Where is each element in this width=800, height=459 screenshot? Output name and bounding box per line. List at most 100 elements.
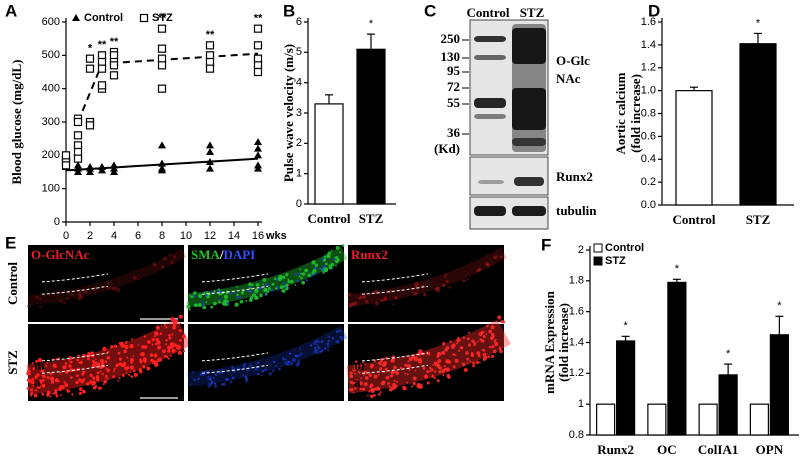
cell-signal bbox=[494, 341, 499, 346]
cell-signal bbox=[63, 381, 66, 384]
cell-signal bbox=[79, 360, 83, 365]
cell-signal bbox=[406, 381, 409, 384]
cell-signal bbox=[437, 358, 442, 363]
cell-signal bbox=[206, 290, 208, 293]
cell-signal bbox=[313, 350, 316, 354]
cell-signal bbox=[357, 371, 361, 374]
cell-signal bbox=[393, 379, 396, 382]
cell-signal bbox=[106, 356, 110, 360]
cell-signal bbox=[480, 339, 485, 343]
cell-signal bbox=[384, 299, 387, 302]
x-tick-label: 12 bbox=[204, 230, 216, 242]
cell-signal bbox=[469, 360, 472, 363]
cell-signal bbox=[378, 373, 380, 376]
dapi-signal bbox=[287, 360, 291, 364]
cell-signal bbox=[392, 303, 395, 305]
cell-signal bbox=[105, 367, 108, 370]
cell-signal bbox=[147, 340, 151, 344]
dapi-signal bbox=[297, 360, 300, 364]
cell-signal bbox=[422, 366, 426, 370]
point bbox=[157, 54, 167, 63]
cell-signal bbox=[91, 380, 96, 386]
cell-signal bbox=[182, 349, 186, 353]
cell-signal bbox=[106, 282, 110, 285]
cell-signal bbox=[254, 288, 257, 291]
panel-letter: D bbox=[648, 1, 660, 20]
cell-signal bbox=[358, 296, 361, 300]
cell-signal bbox=[132, 275, 137, 280]
cell-signal bbox=[452, 353, 455, 356]
cell-signal bbox=[96, 371, 100, 375]
cell-signal bbox=[54, 388, 58, 392]
cell-signal bbox=[213, 290, 216, 293]
significance: ** bbox=[110, 36, 119, 48]
cell-signal bbox=[434, 287, 439, 292]
cell-signal bbox=[364, 299, 369, 304]
cell-signal bbox=[406, 373, 409, 376]
cell-signal bbox=[169, 342, 174, 347]
cell-signal bbox=[125, 371, 128, 374]
dapi-signal bbox=[257, 372, 260, 376]
cell-signal bbox=[466, 362, 469, 364]
cell-signal bbox=[176, 344, 181, 349]
cell-signal bbox=[76, 358, 80, 362]
cell-signal bbox=[170, 260, 174, 264]
cell-signal bbox=[353, 387, 357, 390]
cell-signal bbox=[126, 356, 129, 359]
dapi-signal bbox=[282, 282, 285, 285]
cell-signal bbox=[461, 362, 466, 367]
cell-signal bbox=[58, 357, 61, 360]
y-tick-label: 1.6 bbox=[641, 16, 656, 28]
cell-signal bbox=[236, 293, 239, 297]
cell-signal bbox=[388, 289, 393, 294]
dapi-signal bbox=[314, 340, 318, 343]
cell-signal bbox=[456, 342, 459, 345]
y-tick-label: 0.4 bbox=[641, 153, 656, 165]
cell-signal bbox=[46, 361, 48, 364]
cell-signal bbox=[35, 295, 39, 299]
cell-signal bbox=[204, 291, 206, 294]
cell-signal bbox=[291, 358, 296, 362]
point bbox=[85, 54, 95, 63]
cell-signal bbox=[349, 387, 354, 392]
cell-signal bbox=[352, 381, 356, 385]
cell-signal bbox=[244, 378, 249, 383]
cell-signal bbox=[336, 340, 340, 344]
cell-signal bbox=[416, 288, 419, 291]
lane-label: STZ bbox=[520, 5, 545, 20]
cell-signal bbox=[94, 384, 98, 388]
point bbox=[74, 161, 82, 169]
boundary bbox=[361, 352, 429, 362]
boundary bbox=[201, 352, 269, 362]
dapi-signal bbox=[221, 383, 224, 386]
dapi-signal bbox=[264, 368, 267, 371]
dapi-signal bbox=[321, 349, 324, 352]
dapi-signal bbox=[225, 378, 228, 381]
cell-signal bbox=[169, 354, 172, 357]
cell-signal bbox=[380, 298, 384, 302]
marker-label: 36 bbox=[447, 125, 461, 140]
cell-signal bbox=[456, 337, 461, 343]
cell-signal bbox=[423, 374, 429, 379]
cell-signal bbox=[64, 362, 68, 365]
bar bbox=[616, 340, 636, 436]
y-axis-label: (fold increase) bbox=[556, 303, 571, 382]
cell-signal bbox=[454, 354, 457, 357]
cell-signal bbox=[150, 358, 154, 363]
cell-signal bbox=[114, 367, 116, 370]
cell-signal bbox=[404, 372, 407, 375]
cell-signal bbox=[348, 303, 353, 308]
point bbox=[253, 61, 263, 70]
point bbox=[158, 159, 166, 167]
point bbox=[254, 164, 262, 172]
cell-signal bbox=[355, 378, 358, 381]
dapi-signal bbox=[294, 272, 298, 276]
cell-signal bbox=[255, 283, 260, 287]
cell-signal bbox=[472, 362, 475, 365]
dapi-signal bbox=[333, 258, 336, 261]
cell-signal bbox=[66, 389, 71, 393]
cell-signal bbox=[171, 325, 177, 330]
cell-signal bbox=[465, 351, 469, 355]
cell-signal bbox=[153, 331, 159, 336]
cell-signal bbox=[168, 336, 172, 340]
